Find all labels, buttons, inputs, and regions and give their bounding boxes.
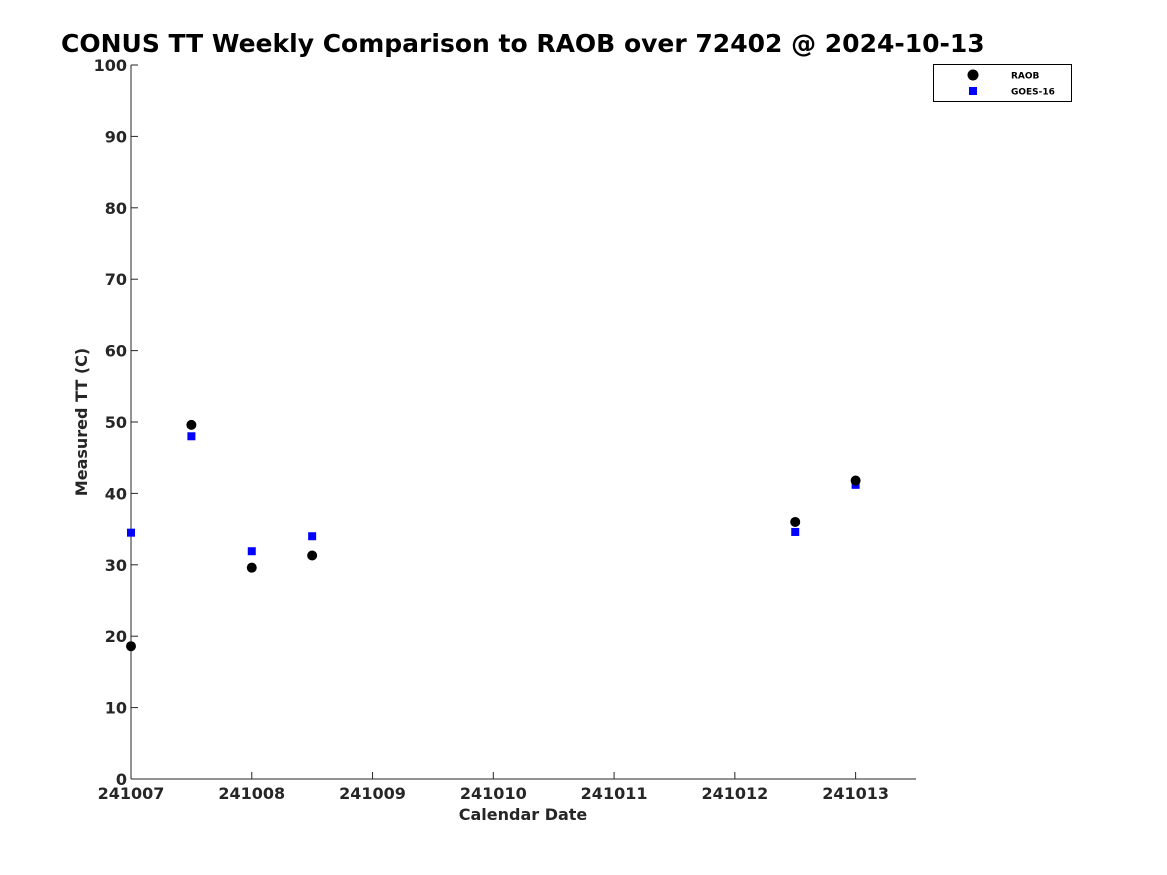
y-tick-label: 80 — [105, 199, 127, 218]
y-tick-label: 70 — [105, 270, 127, 289]
chart-title: CONUS TT Weekly Comparison to RAOB over … — [61, 29, 985, 58]
raob-point — [307, 550, 318, 561]
legend-goes16-marker — [969, 87, 977, 95]
legend: RAOB GOES-16 — [933, 64, 1072, 102]
legend-raob-marker — [967, 69, 979, 81]
y-tick-label: 50 — [105, 413, 127, 432]
y-tick-label: 90 — [105, 127, 127, 146]
x-axis-label: Calendar Date — [459, 805, 588, 824]
y-tick-label: 20 — [105, 627, 127, 646]
y-tick-label: 0 — [116, 770, 127, 789]
y-tick-label: 40 — [105, 484, 127, 503]
x-tick-label: 241008 — [218, 784, 285, 803]
legend-goes16-label: GOES-16 — [1011, 88, 1055, 98]
x-tick-label: 241009 — [339, 784, 406, 803]
y-tick-label: 60 — [105, 342, 127, 361]
raob-point — [246, 562, 257, 573]
y-axis-label: Measured TT (C) — [72, 348, 91, 496]
legend-raob-label: RAOB — [1011, 72, 1040, 82]
raob-point — [186, 419, 197, 430]
goes16-point — [308, 532, 317, 541]
x-tick-label: 241011 — [581, 784, 648, 803]
x-tick-label: 241012 — [701, 784, 768, 803]
goes16-point — [187, 432, 196, 441]
x-tick-label: 241013 — [822, 784, 889, 803]
legend-box — [933, 64, 1072, 102]
goes16-point — [247, 547, 256, 556]
raob-point — [850, 475, 861, 486]
x-axis-ticks: 241007 241008 241009 241010 241011 241012 2410… — [98, 772, 889, 803]
goes16-point — [127, 528, 135, 537]
x-tick-label: 241007 — [98, 784, 165, 803]
y-tick-label: 10 — [105, 699, 127, 718]
raob-point — [790, 516, 801, 527]
x-tick-label: 241010 — [460, 784, 527, 803]
y-tick-label: 100 — [94, 56, 127, 75]
data-markers — [126, 419, 861, 652]
raob-point — [126, 641, 136, 652]
y-axis-ticks: 0 10 20 30 40 50 60 70 80 90 100 — [94, 56, 138, 789]
goes16-point — [791, 527, 800, 536]
y-tick-label: 30 — [105, 556, 127, 575]
